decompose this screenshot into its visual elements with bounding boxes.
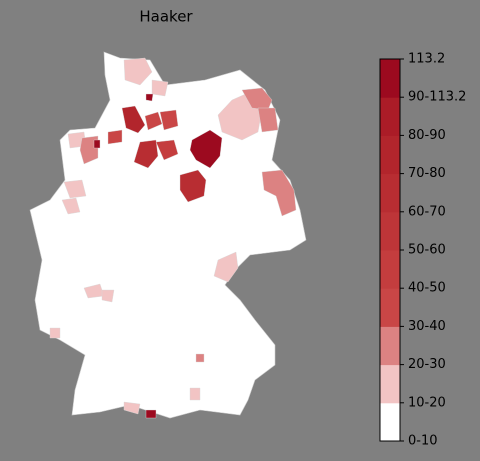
region	[49, 327, 61, 339]
region	[189, 129, 223, 169]
colorbar-segment	[380, 364, 400, 404]
colorbar-segment	[380, 59, 400, 98]
colorbar-segment	[380, 250, 400, 289]
region	[107, 129, 123, 145]
colorbar-segment	[380, 135, 400, 175]
region	[61, 197, 81, 215]
region	[213, 251, 239, 283]
region	[145, 409, 157, 419]
colorbar-tick-label: 0-10	[408, 434, 438, 449]
region	[189, 387, 201, 401]
region	[159, 109, 179, 131]
colorbar-segment	[380, 326, 400, 366]
colorbar-tick-label: 40-50	[408, 281, 446, 296]
region	[195, 353, 205, 363]
colorbar: 0-10 10-20 20-30 30-40 40-50 50-60 60-70 70-80 8…	[379, 52, 466, 449]
colorbar-tick-label: 70-80	[408, 166, 446, 181]
region	[151, 79, 169, 97]
region	[179, 169, 207, 203]
region	[241, 87, 273, 111]
colorbar-segment	[380, 173, 400, 213]
colorbar-tick-label: 80-90	[408, 128, 446, 143]
region	[79, 135, 99, 165]
region	[155, 139, 179, 161]
germany-map	[29, 51, 307, 419]
colorbar-tick-label: 90-113.2	[408, 90, 466, 105]
colorbar-segment	[380, 288, 400, 327]
region	[123, 57, 153, 86]
colorbar-segment	[380, 402, 400, 442]
colorbar-segment	[380, 97, 400, 136]
colorbar-tick-label: 113.2	[408, 52, 445, 67]
region	[145, 93, 154, 102]
region	[144, 111, 163, 131]
region	[101, 289, 115, 303]
region	[63, 179, 87, 199]
region	[133, 139, 159, 169]
region	[257, 107, 279, 133]
colorbar-tick-label: 20-30	[408, 357, 446, 372]
region	[93, 139, 101, 149]
region	[121, 105, 146, 134]
region	[261, 169, 297, 217]
map-title: Haaker	[139, 8, 193, 26]
colorbar-segment	[380, 211, 400, 251]
colorbar-tick-label: 30-40	[408, 319, 446, 334]
colorbar-tick-label: 60-70	[408, 204, 446, 219]
colorbar-tick-label: 10-20	[408, 395, 446, 410]
region	[123, 401, 141, 415]
colorbar-tick-label: 50-60	[408, 243, 446, 258]
